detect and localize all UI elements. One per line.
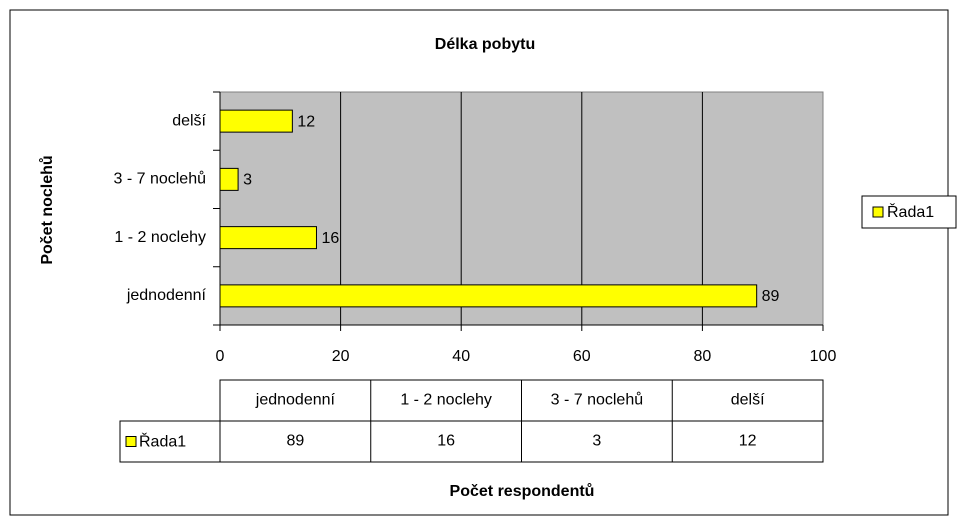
table-header: 3 - 7 noclehů (551, 391, 644, 409)
x-tick-label: 80 (694, 348, 712, 365)
x-tick-label: 40 (452, 348, 470, 365)
table-header: jednodenní (255, 392, 336, 409)
table-header: delší (731, 392, 765, 409)
x-axis-title: Počet respondentů (450, 483, 595, 500)
data-label: 89 (762, 288, 780, 305)
table-value: 3 (592, 433, 601, 450)
y-axis-title: Počet noclehů (39, 155, 56, 264)
chart-title: Délka pobytu (435, 36, 535, 53)
x-tick-label: 20 (332, 348, 350, 365)
y-tick-label: 3 - 7 noclehů (113, 170, 206, 188)
data-label: 3 (243, 172, 252, 189)
bar (219, 167, 239, 191)
data-label: 12 (297, 113, 315, 130)
x-tick-label: 60 (573, 348, 591, 365)
legend-key (872, 206, 884, 218)
y-tick-label: delší (172, 112, 206, 129)
x-tick-label: 0 (216, 348, 225, 365)
table-value: 16 (437, 433, 455, 450)
table-header: 1 - 2 noclehy (400, 392, 492, 409)
legend-label: Řada1 (887, 202, 934, 221)
x-tick-label: 100 (810, 348, 837, 365)
table-value: 12 (739, 433, 757, 450)
data-label: 16 (321, 230, 339, 247)
bar (219, 226, 317, 250)
y-tick-label: jednodenní (126, 287, 207, 304)
table-frame (119, 420, 221, 463)
table-value: 89 (286, 433, 304, 450)
table-legend-label: Řada1 (139, 432, 186, 451)
table-legend-key (125, 436, 137, 447)
bar (219, 284, 758, 308)
y-tick-label: 1 - 2 noclehy (114, 229, 206, 246)
bar (219, 109, 293, 133)
